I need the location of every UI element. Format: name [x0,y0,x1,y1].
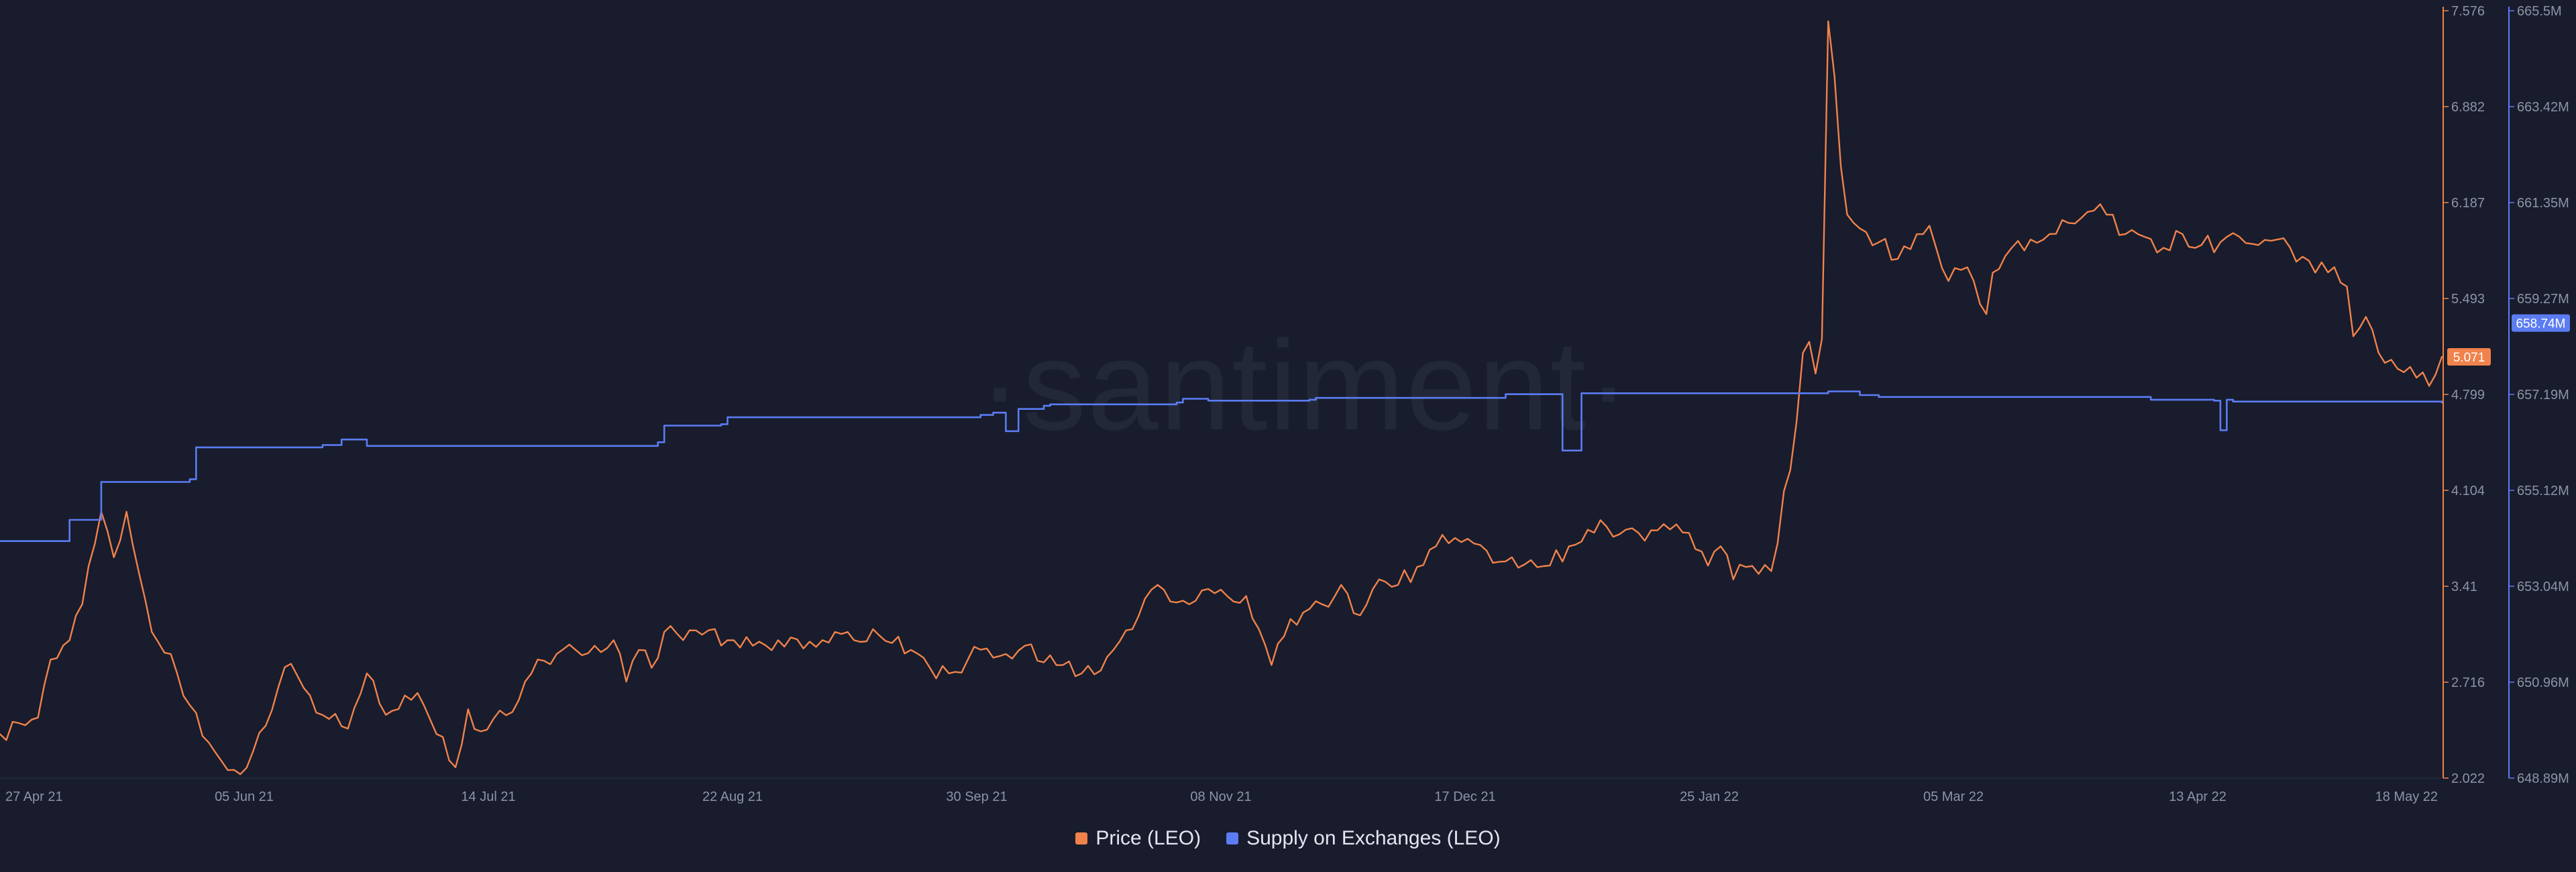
x-axis-tick-label: 22 Aug 21 [702,789,763,804]
price-series-line [0,20,2443,775]
price-axis-tick-label: 3.41 [2451,580,2477,594]
tick-labels: 7.576 6.882 6.187 5.493 4.799 4.104 3.41 2.716 2… [5,4,2570,804]
supply-last-value-badge-bg [2512,314,2570,332]
legend-item-price[interactable]: Price (LEO) [1075,827,1201,850]
legend: Price (LEO) Supply on Exchanges (LEO) [0,822,2576,855]
price-swatch-icon [1075,832,1088,844]
supply-axis-tick-label: 657.19M [2517,388,2569,402]
x-axis-tick-label: 13 Apr 22 [2169,789,2226,804]
supply-axis-tick-label: 659.27M [2517,292,2569,307]
supply-swatch-icon [1226,832,1239,844]
supply-axis-tick-label: 665.5M [2517,4,2562,19]
axes [2443,7,2514,779]
price-axis-tick-label: 6.882 [2451,100,2485,115]
x-axis-tick-label: 08 Nov 21 [1190,789,1251,804]
chart-canvas: ·santiment· 7.576 6.882 6.187 5.493 4.799 4.1… [0,4,2570,804]
price-last-value-badge: 5.071 [2453,351,2485,365]
legend-price-label: Price (LEO) [1095,827,1201,849]
x-axis-tick-label: 17 Dec 21 [1434,789,1495,804]
series-layer [0,20,2443,775]
x-axis-tick-label: 27 Apr 21 [5,789,63,804]
x-axis-tick-label: 18 May 22 [2375,789,2438,804]
price-axis-tick-label: 5.493 [2451,292,2485,307]
x-axis-tick-label: 05 Mar 22 [1923,789,1984,804]
supply-axis-tick-label: 655.12M [2517,484,2569,498]
price-axis-tick-label: 4.799 [2451,388,2485,402]
supply-axis-tick-label: 661.35M [2517,196,2569,211]
legend-supply-label: Supply on Exchanges (LEO) [1246,827,1501,849]
santiment-watermark: ·santiment· [979,315,1631,457]
legend-item-supply[interactable]: Supply on Exchanges (LEO) [1226,827,1501,850]
x-axis-tick-label: 25 Jan 22 [1680,789,1739,804]
supply-axis-tick-label: 663.42M [2517,100,2569,115]
price-axis-tick-label: 6.187 [2451,196,2485,211]
supply-axis-tick-label: 653.04M [2517,580,2569,594]
supply-axis-tick-label: 650.96M [2517,675,2569,690]
x-axis-tick-label: 14 Jul 21 [461,789,515,804]
price-axis-tick-label: 7.576 [2451,4,2485,19]
price-axis-tick-label: 2.716 [2451,675,2485,690]
supply-axis-tick-label: 648.89M [2517,771,2569,786]
price-last-value-badge-bg [2447,347,2491,366]
supply-last-value-badge: 658.74M [2516,317,2566,331]
price-axis-tick-label: 4.104 [2451,484,2485,498]
x-axis-tick-label: 05 Jun 21 [215,789,274,804]
supply-series-line [0,390,2443,542]
price-axis-tick-label: 2.022 [2451,771,2485,786]
x-axis-tick-label: 30 Sep 21 [946,789,1007,804]
